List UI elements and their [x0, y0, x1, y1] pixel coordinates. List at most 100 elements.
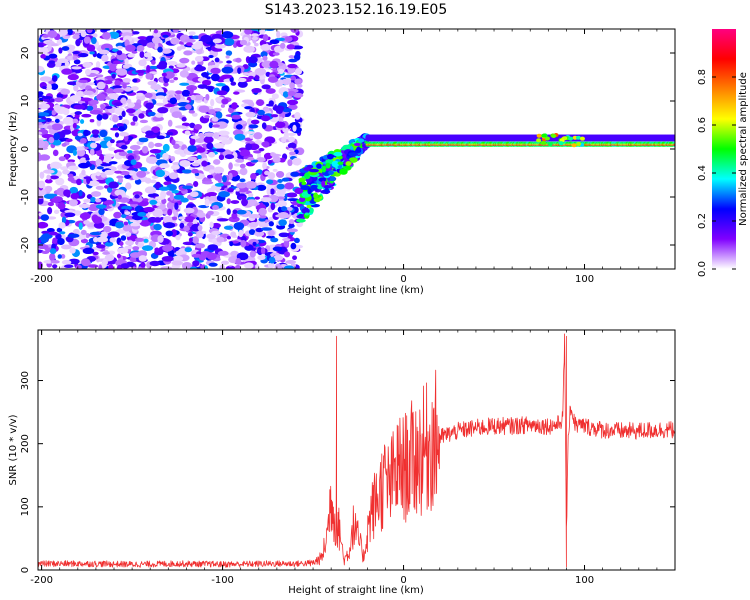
spectrogram-cell: [190, 135, 200, 139]
spectrogram-cell: [230, 200, 240, 204]
spectrogram-cell: [127, 53, 136, 58]
spectrogram-cell: [67, 159, 76, 163]
spectrogram-cell: [203, 132, 215, 137]
spectrogram-cell: [235, 124, 243, 130]
spectrogram-cell: [100, 163, 112, 167]
spectrogram-cell: [179, 82, 190, 86]
spectrogram-cell: [203, 136, 214, 144]
spectrogram-cell: [38, 103, 51, 110]
spectrogram-cell: [124, 57, 129, 65]
spectrogram-cell: [39, 76, 52, 82]
spectrogram-cell: [146, 156, 158, 164]
spectrogram-cell: [125, 240, 134, 246]
spectrogram-cell: [292, 157, 302, 166]
spectrogram-cell: [178, 216, 186, 220]
spectrogram-cell: [211, 222, 221, 229]
spectrogram-cell: [224, 38, 235, 46]
spectrogram-cell: [46, 227, 55, 233]
spectrogram-cell: [287, 206, 293, 211]
spectrogram-cell: [170, 164, 180, 170]
spectrogram-cell: [260, 115, 271, 122]
spectrogram-cell: [306, 204, 312, 209]
spectrogram-cell: [270, 152, 275, 157]
spectrogram-cell: [48, 53, 58, 59]
spectrogram-cell: [235, 57, 242, 63]
spectrogram-cell: [223, 225, 234, 230]
spectrogram-cell: [196, 147, 206, 153]
spectrogram-cell: [109, 139, 115, 144]
spectrogram-cell: [106, 88, 114, 94]
snr-ytick-label: 0: [20, 567, 31, 573]
spectrogram-cell: [171, 111, 182, 118]
spectrogram-cell: [169, 79, 175, 84]
spectrogram-cell: [168, 65, 174, 69]
spectrogram-cell: [132, 31, 140, 35]
spectrogram-cell: [137, 36, 147, 40]
spectrogram-cell: [245, 143, 253, 151]
spectrogram-cell: [247, 192, 254, 198]
spectrogram-cell: [250, 172, 257, 180]
spectrogram-cell: [551, 133, 557, 138]
spectrogram-cell: [157, 46, 163, 53]
spectrogram-cell: [78, 162, 90, 169]
spectrogram-cell: [212, 205, 219, 210]
spectrogram-cell: [188, 110, 196, 114]
spectrogram-cell: [197, 154, 202, 160]
spectrogram-cell: [102, 199, 114, 205]
spectrogram-cell: [96, 166, 104, 170]
spectrogram-cell: [243, 45, 255, 53]
spectrogram-cell: [189, 87, 194, 95]
spectrogram-cell: [57, 202, 66, 210]
spectrogram-cell: [293, 53, 301, 61]
spectrogram-cell: [109, 63, 117, 72]
spectrogram-cell: [161, 255, 174, 262]
spectrogram-cell: [166, 190, 173, 196]
spectrogram-cell: [158, 186, 170, 191]
spectrogram-cell: [114, 170, 123, 174]
spectrogram-cell: [95, 204, 107, 209]
spectrogram-cell: [187, 145, 197, 152]
spectrogram-cell: [207, 244, 219, 251]
spectrogram-cell: [207, 210, 214, 215]
snr-xtick-label: 0: [400, 575, 406, 586]
spectrogram-cell: [268, 229, 275, 237]
spectrogram-cell: [53, 104, 61, 113]
spectrogram-cell: [558, 141, 564, 146]
spectrogram-cell: [159, 163, 170, 169]
spectrogram-cell: [294, 237, 300, 244]
spectrogram-cell: [89, 136, 101, 142]
spectrogram-cell: [270, 237, 279, 243]
spectrogram-cell: [117, 126, 125, 132]
spectrogram-cell: [48, 60, 56, 64]
spectrogram-cell: [77, 53, 89, 58]
spectrogram-cell: [191, 168, 199, 174]
spectrogram-cell: [197, 224, 203, 231]
spectrogram-cell: [73, 104, 86, 110]
spectrogram-cell: [248, 124, 259, 129]
spectrogram-cell: [215, 83, 226, 87]
spectrogram-cell: [111, 48, 119, 52]
spectrogram-cell: [104, 241, 114, 247]
spectrogram-cell: [124, 211, 131, 216]
spectrogram-cell: [40, 54, 47, 59]
spectrogram-cell: [322, 155, 328, 160]
spectrogram-cell: [83, 129, 89, 137]
spectrogram-cell: [251, 36, 259, 41]
spectrogram-cell: [64, 209, 74, 214]
spectrogram-cell: [214, 44, 226, 49]
spectrogram-cell: [153, 217, 162, 223]
spectrogram-cell: [141, 145, 149, 154]
spectrogram-cell: [47, 30, 58, 39]
snr-ylabel: SNR (10 * v/v): [8, 414, 19, 485]
spectrogram-cell: [57, 58, 69, 64]
spectrogram-cell: [204, 198, 210, 207]
spectrogram-cell: [213, 159, 221, 165]
spectrogram-cell: [96, 113, 103, 121]
spectrogram-cell: [175, 234, 181, 241]
spectrogram-cell: [135, 69, 146, 74]
spectrogram-cell: [249, 133, 254, 139]
spectrogram-cell: [257, 109, 265, 116]
spectrogram-cell: [183, 225, 190, 232]
spectrogram-cell: [48, 136, 55, 144]
spectrogram-cell: [125, 231, 132, 237]
